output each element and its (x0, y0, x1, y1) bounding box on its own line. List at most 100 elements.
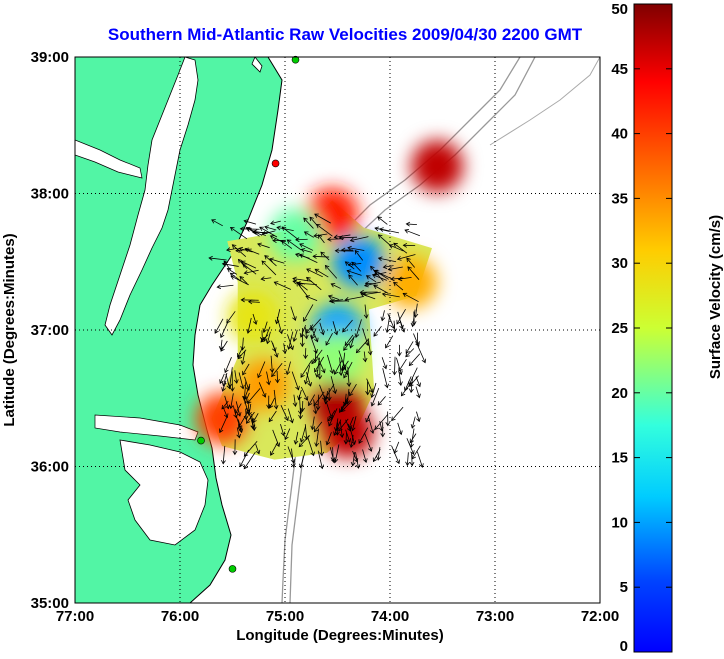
velocity-arrowhead (312, 409, 318, 415)
velocity-arrow (377, 447, 381, 461)
velocity-arrowhead (233, 379, 239, 384)
velocity-arrow (406, 257, 416, 268)
velocity-arrowhead (346, 382, 352, 388)
velocity-arrowhead (264, 255, 269, 260)
velocity-arrowhead (373, 332, 378, 337)
velocity-arrowhead (264, 225, 269, 230)
velocity-arrowhead (303, 231, 309, 236)
colorbar-tick-label: 40 (611, 126, 628, 143)
velocity-arrowhead (281, 226, 287, 231)
velocity-arrowhead (409, 461, 415, 467)
velocity-arrow (235, 401, 241, 417)
velocity-arrowhead (242, 395, 248, 401)
velocity-arrow (276, 309, 281, 324)
velocity-arrowhead (365, 417, 370, 423)
velocity-arrow (365, 412, 371, 423)
velocity-arrow (266, 331, 271, 344)
velocity-arrowhead (245, 386, 251, 391)
velocity-arrowhead (380, 432, 386, 438)
velocity-arrowhead (367, 350, 373, 356)
velocity-arrowhead (220, 347, 225, 352)
velocity-arrowhead (310, 325, 315, 331)
velocity-arrow (329, 299, 344, 302)
velocity-arrow (272, 429, 280, 447)
velocity-arrowhead (270, 220, 275, 226)
velocity-arrow (350, 236, 369, 242)
velocity-arrows (208, 213, 427, 470)
velocity-arrowhead (411, 454, 416, 460)
velocity-arrow (314, 268, 329, 278)
velocity-arrow (276, 316, 283, 334)
velocity-arrowhead (252, 320, 258, 325)
velocity-arrow (217, 284, 234, 288)
velocity-arrowhead (239, 276, 245, 281)
velocity-arrowhead (247, 299, 253, 305)
velocity-arrowhead (240, 346, 246, 351)
velocity-arrow (362, 449, 367, 463)
velocity-arrowhead (240, 360, 246, 365)
velocity-arrow (341, 398, 349, 411)
velocity-arrow (224, 395, 229, 409)
velocity-arrow (355, 452, 359, 469)
velocity-arrowhead (303, 379, 309, 385)
chart-title: Southern Mid-Atlantic Raw Velocities 200… (108, 25, 583, 44)
velocity-arrowhead (284, 416, 289, 422)
velocity-arrow (347, 247, 365, 251)
velocity-arrowhead (310, 425, 316, 431)
velocity-arrow (244, 376, 250, 391)
velocity-arrow (314, 213, 331, 224)
velocity-arrow (316, 224, 333, 237)
velocity-arrow (408, 367, 418, 386)
velocity-arrow (352, 450, 358, 463)
velocity-arrow (299, 243, 314, 251)
velocity-arrowhead (392, 370, 397, 376)
velocity-arrow (383, 265, 394, 268)
velocity-arrowhead (317, 234, 323, 239)
velocity-arrowhead (317, 375, 323, 380)
velocity-arrowhead (405, 349, 410, 354)
velocity-arrowhead (402, 242, 408, 248)
velocity-arrow (238, 372, 244, 389)
velocity-arrowhead (247, 411, 252, 417)
velocity-arrow (341, 360, 349, 371)
velocity-arrow (354, 250, 364, 261)
velocity-arrow (387, 313, 395, 329)
velocity-arrowhead (220, 333, 225, 339)
velocity-arrow (211, 219, 223, 227)
velocity-arrowhead (341, 365, 347, 371)
velocity-arrow (291, 371, 299, 390)
velocity-arrow (238, 410, 249, 428)
velocity-arrow (371, 382, 377, 398)
velocity-arrowhead (233, 413, 238, 419)
velocity-arrowhead (372, 272, 378, 277)
velocity-arrow (404, 229, 421, 237)
velocity-arrowhead (315, 406, 321, 411)
velocity-arrow (261, 330, 263, 341)
velocity-arrow (303, 304, 314, 322)
velocity-arrowhead (290, 458, 296, 464)
velocity-arrow (259, 226, 278, 238)
velocity-arrow (415, 386, 420, 398)
velocity-arrowhead (272, 238, 277, 243)
velocity-arrowhead (326, 396, 332, 402)
velocity-arrow (371, 387, 380, 407)
velocity-arrowhead (404, 228, 410, 234)
station-marker (228, 565, 237, 573)
velocity-arrow (377, 216, 388, 225)
velocity-arrow (327, 238, 344, 240)
velocity-arrowhead (313, 349, 318, 354)
velocity-arrow (320, 440, 323, 456)
velocity-arrowhead (296, 280, 301, 286)
velocity-arrowhead (398, 370, 403, 376)
velocity-arrow (397, 254, 416, 260)
velocity-arrow (317, 234, 325, 244)
velocity-arrowhead (216, 284, 222, 290)
velocity-arrowhead (371, 273, 377, 279)
velocity-arrow (348, 262, 362, 266)
velocity-arrow (345, 419, 351, 432)
velocity-arrowhead (303, 217, 308, 223)
velocity-arrowhead (333, 234, 339, 240)
velocity-arrowhead (221, 387, 226, 392)
velocity-arrowhead (376, 456, 381, 461)
